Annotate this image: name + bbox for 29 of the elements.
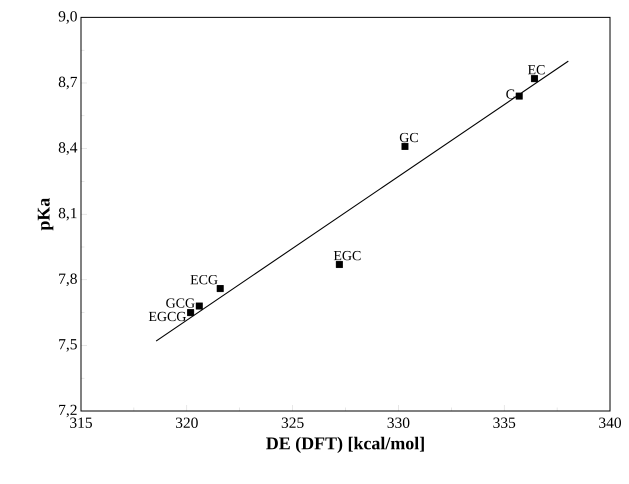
annotation: EC: [528, 65, 545, 74]
y-tick-label: 8,7: [58, 76, 78, 90]
x-tick-label: 325: [282, 418, 304, 428]
annotation: C: [506, 89, 514, 99]
y-tick-label: 7,5: [59, 339, 77, 352]
x-tick-label: 340: [599, 418, 621, 428]
y-tick-label: 9,0: [58, 11, 77, 24]
annotation: ECG: [190, 274, 218, 284]
y-tick-label: 8,4: [58, 142, 78, 155]
y-tick-label: 7,2: [59, 404, 77, 418]
point: [530, 75, 538, 82]
x-tick-label: 330: [388, 418, 410, 428]
y-tick-label: 8,1: [58, 208, 77, 221]
annotation: GCG: [166, 298, 195, 308]
annotation: EGCG: [148, 312, 186, 322]
point: [187, 309, 194, 316]
y-tick-label: 7,8: [59, 273, 77, 286]
point: [336, 260, 343, 268]
x-tick-label: 320: [176, 418, 198, 428]
x-tick-label: 315: [70, 418, 92, 428]
y-axis-title: pKa: [38, 198, 54, 230]
annotation: GC: [400, 132, 418, 142]
point: [516, 92, 523, 100]
point: [401, 142, 408, 150]
annotation: EGC: [334, 250, 361, 260]
point: [216, 285, 224, 292]
x-axis-title: DE (DFT) [kcal/mol]: [266, 436, 424, 454]
point: [196, 302, 203, 310]
x-tick-label: 335: [493, 418, 516, 428]
